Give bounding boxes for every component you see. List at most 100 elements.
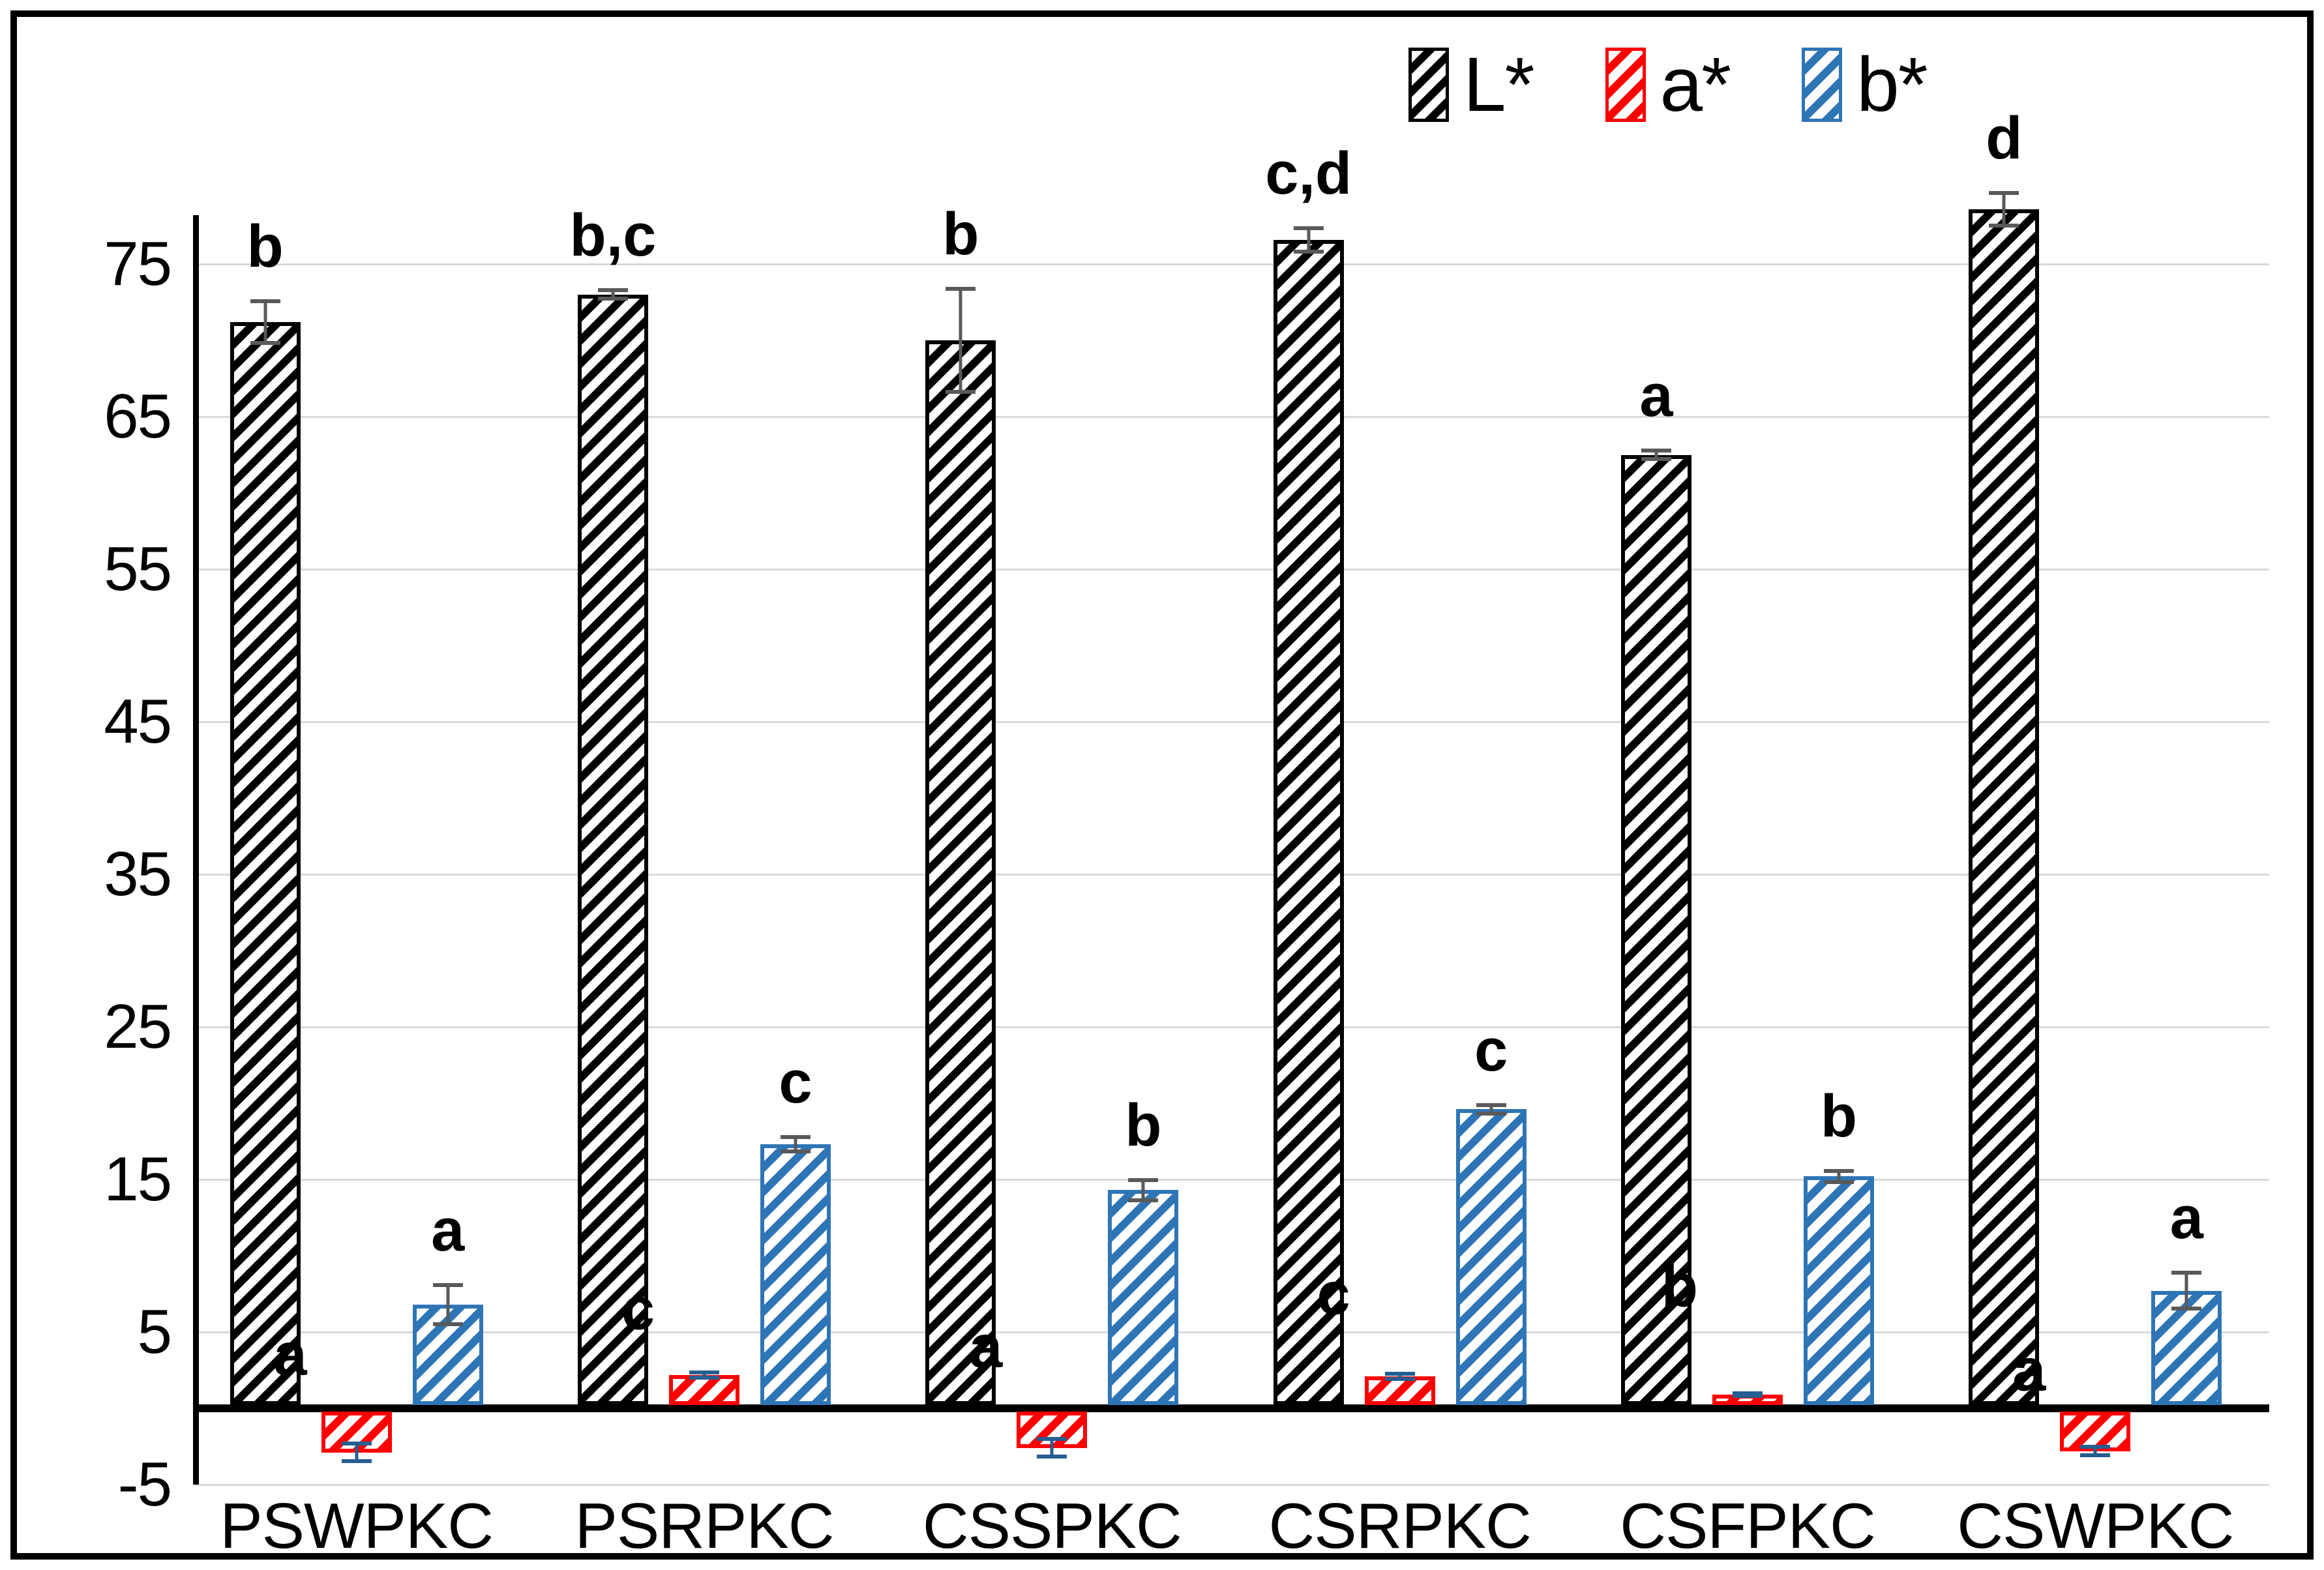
bar-L-CSFPKC [1621, 454, 1691, 1405]
error-bar-cap [946, 287, 976, 291]
error-bar-cap [432, 1322, 463, 1326]
error-bar-cap [250, 341, 280, 345]
error-bar-a-CSWPKC [2080, 1445, 2111, 1457]
x-tick-label-PSWPKC: PSWPKC [220, 1490, 494, 1562]
y-tick-label-75: 75 [104, 229, 172, 299]
bar-b-CSSPKC [1108, 1190, 1179, 1405]
x-tick-label-PSRPKC: PSRPKC [574, 1490, 834, 1562]
significance-letter-a-PSWPKC: a [273, 1321, 307, 1388]
legend-item-L: L* [1408, 40, 1535, 129]
error-bar-b-CSSPKC [1128, 1178, 1159, 1203]
error-bar-L-PSWPKC [250, 299, 280, 345]
significance-letter-L-CSSPKC: b [942, 201, 979, 268]
significance-letter-b-PSRPKC: c [779, 1049, 812, 1116]
legend-swatch-a-hatch-icon [1605, 48, 1646, 122]
error-bar-cap [598, 297, 628, 301]
error-bar-stem [1398, 1371, 1402, 1381]
error-bar-cap [1989, 190, 2019, 195]
significance-letter-L-CSFPKC: a [1639, 363, 1673, 430]
legend-item-b: b* [1802, 40, 1928, 129]
error-bar-cap [2171, 1271, 2202, 1275]
error-bar-L-CSWPKC [1989, 190, 2019, 228]
bar-L-CSSPKC [925, 340, 996, 1405]
y-tick-label-15: 15 [104, 1144, 172, 1214]
error-bar-cap [1989, 223, 2019, 228]
bar-L-PSWPKC [230, 321, 301, 1405]
significance-letter-a-CSRPKC: c [1317, 1260, 1350, 1327]
error-bar-a-CSFPKC [1733, 1391, 1763, 1398]
error-bar-cap [1733, 1393, 1763, 1398]
bar-L-PSRPKC [578, 294, 648, 1405]
error-bar-cap [341, 1442, 372, 1446]
legend-label: a* [1660, 42, 1732, 128]
significance-letter-a-CSSPKC: a [969, 1313, 1003, 1380]
gridline-45 [196, 721, 2269, 723]
y-tick-label-5: 5 [137, 1297, 172, 1367]
error-bar-stem [1307, 226, 1311, 254]
legend-label: L* [1463, 42, 1535, 128]
error-bar-b-CSRPKC [1476, 1103, 1506, 1116]
error-bar-cap [2080, 1453, 2111, 1457]
y-tick-label-55: 55 [104, 534, 172, 604]
error-bar-b-CSFPKC [1824, 1168, 1854, 1184]
y-tick-label--5: -5 [117, 1449, 172, 1519]
error-bar-L-CSFPKC [1641, 449, 1671, 461]
error-bar-L-CSRPKC [1293, 226, 1324, 254]
significance-letter-b-CSRPKC: c [1474, 1017, 1508, 1084]
error-bar-cap [1037, 1437, 1067, 1442]
significance-letter-L-PSRPKC: b,c [569, 202, 657, 269]
error-bar-cap [1476, 1111, 1506, 1116]
bar-b-PSRPKC [760, 1144, 831, 1405]
error-bar-a-PSRPKC [689, 1370, 719, 1380]
bar-b-CSRPKC [1455, 1109, 1527, 1405]
error-bar-cap [1293, 226, 1324, 230]
error-bar-a-PSWPKC [341, 1442, 372, 1464]
y-tick-label-25: 25 [104, 992, 172, 1061]
gridline-75 [196, 263, 2269, 265]
error-bar-cap [1641, 456, 1671, 461]
significance-letter-a-CSWPKC: a [2012, 1337, 2046, 1403]
error-bar-cap [1293, 249, 1324, 254]
legend-label: b* [1856, 42, 1928, 128]
error-bar-stem [1654, 449, 1658, 461]
error-bar-cap [341, 1459, 372, 1464]
significance-letter-b-CSFPKC: b [1820, 1082, 1858, 1149]
error-bar-cap [946, 389, 976, 394]
gridline-35 [196, 874, 2269, 876]
error-bar-cap [432, 1283, 463, 1288]
error-bar-stem [355, 1442, 359, 1464]
legend-swatch-b-hatch-icon [1802, 48, 1843, 122]
legend-swatch-L-hatch-icon [1408, 48, 1449, 122]
significance-letter-L-PSWPKC: b [246, 213, 284, 280]
y-tick-label-65: 65 [104, 381, 172, 451]
error-bar-a-CSRPKC [1384, 1371, 1415, 1381]
error-bar-a-CSSPKC [1037, 1437, 1067, 1459]
error-bar-b-PSRPKC [781, 1135, 811, 1154]
error-bar-cap [1128, 1178, 1159, 1182]
error-bar-cap [689, 1370, 719, 1374]
significance-letter-b-CSSPKC: b [1125, 1091, 1162, 1159]
error-bar-stem [1489, 1103, 1493, 1116]
error-bar-cap [2080, 1445, 2111, 1449]
error-bar-cap [250, 299, 280, 303]
error-bar-b-PSWPKC [432, 1283, 463, 1326]
error-bar-b-CSWPKC [2171, 1271, 2202, 1311]
error-bar-cap [1824, 1168, 1854, 1173]
error-bar-stem [611, 288, 615, 301]
error-bar-cap [2171, 1307, 2202, 1311]
gridline-65 [196, 416, 2269, 418]
bar-L-CSRPKC [1273, 239, 1344, 1405]
significance-letter-a-CSFPKC: b [1661, 1252, 1698, 1320]
significance-letter-b-PSWPKC: a [431, 1197, 465, 1264]
error-bar-cap [689, 1375, 719, 1380]
y-tick-label-45: 45 [104, 687, 172, 756]
y-tick-label-35: 35 [104, 839, 172, 909]
x-tick-label-CSRPKC: CSRPKC [1268, 1490, 1531, 1562]
error-bar-cap [598, 288, 628, 293]
error-bar-cap [781, 1135, 811, 1140]
gridline-25 [196, 1026, 2269, 1028]
bar-L-CSWPKC [1969, 209, 2040, 1405]
error-bar-L-PSRPKC [598, 288, 628, 301]
error-bar-stem [2093, 1445, 2097, 1457]
